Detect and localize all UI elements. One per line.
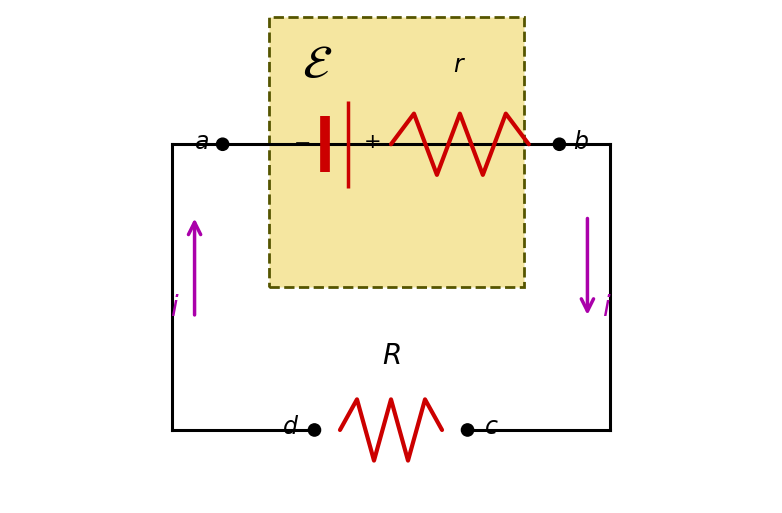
Circle shape (461, 424, 474, 436)
FancyBboxPatch shape (268, 17, 524, 287)
Circle shape (217, 138, 229, 150)
Circle shape (308, 424, 321, 436)
Text: $-$: $-$ (293, 132, 310, 152)
Text: $r$: $r$ (454, 53, 466, 77)
Text: $b$: $b$ (573, 130, 589, 154)
Text: $a$: $a$ (194, 130, 209, 154)
Text: $i$: $i$ (170, 293, 180, 322)
Text: $\mathcal{E}$: $\mathcal{E}$ (302, 43, 332, 88)
Text: $+$: $+$ (364, 132, 381, 152)
Text: $c$: $c$ (484, 416, 498, 440)
Text: $R$: $R$ (382, 342, 400, 370)
Text: $d$: $d$ (282, 416, 300, 440)
Circle shape (553, 138, 565, 150)
Text: $i$: $i$ (602, 293, 612, 322)
